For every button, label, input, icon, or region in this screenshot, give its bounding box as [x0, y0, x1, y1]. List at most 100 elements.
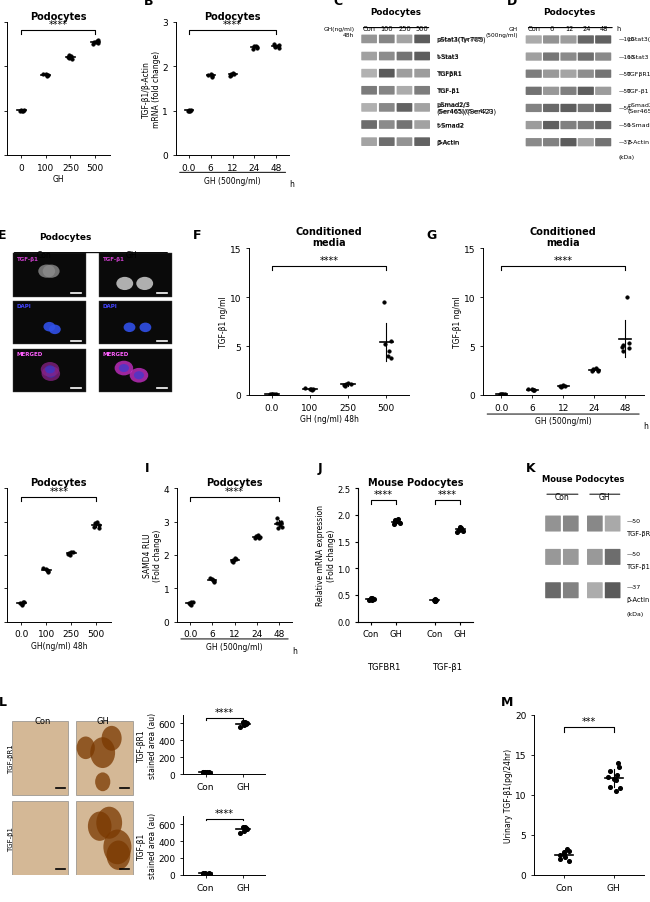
FancyBboxPatch shape: [543, 139, 559, 147]
Text: TGF-β1: TGF-β1: [8, 825, 14, 851]
Point: [456, 521, 466, 536]
FancyBboxPatch shape: [543, 122, 559, 130]
Text: pSmad2/3
(Ser465)/(Ser423): pSmad2/3 (Ser465)/(Ser423): [627, 103, 650, 114]
Point: [203, 69, 213, 83]
FancyBboxPatch shape: [560, 87, 577, 96]
Point: [559, 847, 569, 861]
Point: [604, 779, 615, 794]
Point: [612, 768, 622, 782]
Point: [273, 40, 283, 54]
FancyBboxPatch shape: [595, 87, 611, 96]
Point: [270, 41, 280, 55]
Point: [15, 105, 25, 119]
FancyBboxPatch shape: [414, 121, 430, 130]
Ellipse shape: [41, 363, 59, 377]
Point: [88, 38, 99, 52]
Text: TGF-β1: TGF-β1: [627, 88, 650, 94]
X-axis label: GH (500ng/ml): GH (500ng/ml): [535, 417, 592, 426]
Point: [274, 42, 284, 57]
Title: Podocytes: Podocytes: [31, 478, 87, 488]
Point: [558, 845, 569, 860]
Point: [93, 34, 103, 49]
Point: [430, 593, 441, 607]
Text: DAPI: DAPI: [103, 304, 118, 308]
Point: [187, 595, 198, 610]
Point: [339, 379, 349, 393]
Point: [431, 594, 441, 608]
Text: TGFβR1: TGFβR1: [437, 71, 463, 77]
Point: [593, 363, 603, 377]
FancyBboxPatch shape: [13, 301, 86, 345]
Point: [205, 68, 216, 82]
Text: t-Stat3: t-Stat3: [437, 54, 460, 60]
FancyBboxPatch shape: [560, 139, 577, 147]
Text: F: F: [192, 229, 201, 242]
Text: —50: —50: [619, 71, 631, 77]
FancyBboxPatch shape: [578, 53, 594, 61]
Point: [496, 388, 506, 402]
Text: h: h: [292, 646, 297, 655]
Point: [63, 49, 73, 63]
Point: [341, 378, 351, 392]
FancyBboxPatch shape: [578, 70, 594, 78]
FancyBboxPatch shape: [587, 516, 603, 532]
Point: [184, 104, 194, 118]
Point: [226, 68, 236, 82]
Point: [93, 37, 103, 51]
Point: [593, 364, 603, 378]
FancyBboxPatch shape: [396, 121, 412, 130]
Text: ****: ****: [49, 20, 68, 30]
Text: —50: —50: [627, 551, 641, 557]
Text: β-Actin: β-Actin: [627, 596, 650, 603]
Point: [560, 379, 571, 393]
Point: [605, 764, 616, 778]
Text: ****: ****: [223, 20, 242, 30]
Point: [555, 848, 566, 862]
Point: [618, 345, 628, 359]
Text: h: h: [616, 26, 621, 32]
Point: [608, 772, 619, 787]
Point: [392, 514, 402, 529]
FancyBboxPatch shape: [563, 549, 578, 566]
Point: [615, 781, 625, 796]
Ellipse shape: [136, 278, 153, 290]
Point: [92, 35, 102, 50]
Point: [454, 522, 465, 537]
Text: ****: ****: [374, 489, 393, 500]
FancyBboxPatch shape: [560, 36, 577, 44]
Point: [63, 548, 73, 562]
Text: ***: ***: [582, 716, 596, 726]
Point: [185, 104, 195, 118]
Point: [16, 598, 27, 612]
Circle shape: [96, 806, 122, 839]
FancyBboxPatch shape: [99, 254, 172, 298]
Text: 500: 500: [416, 26, 428, 32]
Y-axis label: Relative mRNA expression
(Fold change): Relative mRNA expression (Fold change): [317, 505, 336, 606]
FancyBboxPatch shape: [396, 69, 412, 78]
Text: ****: ****: [320, 256, 339, 266]
Point: [272, 511, 282, 526]
Text: β-Actin: β-Actin: [437, 140, 460, 145]
Point: [560, 850, 571, 864]
Text: TGF-βR1: TGF-βR1: [8, 743, 14, 773]
FancyBboxPatch shape: [99, 301, 172, 345]
Text: E: E: [0, 229, 6, 242]
FancyBboxPatch shape: [543, 70, 559, 78]
FancyBboxPatch shape: [578, 36, 594, 44]
Point: [200, 765, 211, 779]
Point: [202, 765, 212, 779]
Point: [184, 104, 194, 118]
Point: [89, 520, 99, 534]
Point: [67, 53, 77, 68]
Point: [16, 104, 27, 118]
FancyBboxPatch shape: [526, 105, 542, 113]
Text: 6: 6: [550, 26, 554, 32]
Point: [305, 382, 315, 397]
Point: [385, 335, 396, 349]
Point: [555, 851, 566, 866]
Point: [610, 784, 621, 798]
Point: [586, 364, 597, 379]
Point: [307, 382, 318, 397]
Text: ****: ****: [49, 486, 68, 496]
FancyBboxPatch shape: [396, 52, 412, 61]
